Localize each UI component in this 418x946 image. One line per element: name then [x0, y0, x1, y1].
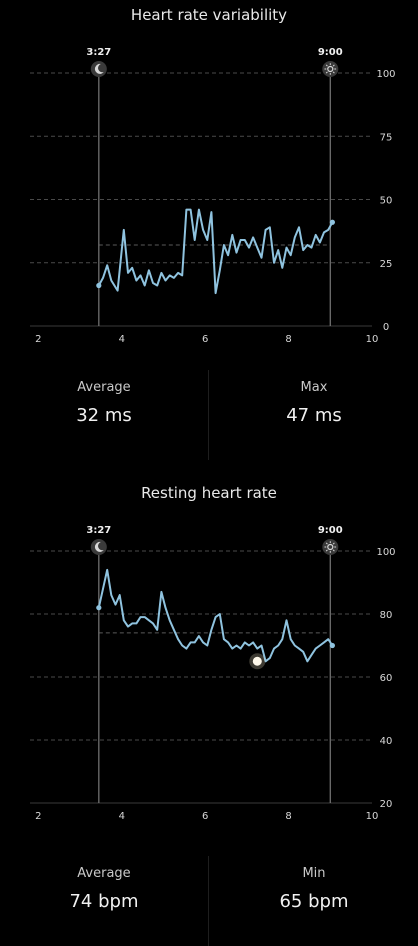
series-start-point	[96, 605, 102, 611]
hrv-chart[interactable]: 0 25 50 75 100 2 4 6 8 10 3:27 9:00	[0, 0, 418, 360]
y-tick-label: 100	[376, 547, 395, 558]
y-tick-label: 20	[380, 799, 393, 810]
y-tick-label: 75	[380, 132, 393, 143]
sleep-time-label: 3:27	[86, 525, 111, 536]
moon-icon	[90, 539, 107, 555]
sun-ray	[332, 549, 335, 552]
stat-value: 32 ms	[76, 405, 132, 426]
sun-ray	[325, 71, 328, 74]
stat-label: Average	[77, 380, 131, 395]
series-line	[97, 208, 334, 295]
stat-label: Max	[300, 380, 328, 395]
rhr-chart[interactable]: 20 40 60 80 100 2 4 6 8 10 3:27 9:00	[0, 470, 418, 830]
y-tick-label: 40	[380, 736, 393, 747]
y-tick-label: 80	[380, 610, 393, 621]
rhr-stat-min: Min 65 bpm	[210, 866, 418, 912]
hrv-section: Heart rate variability 0 25 50 75 100 2 4 6 8 10 3…	[0, 0, 418, 460]
x-tick-label: 4	[119, 811, 125, 822]
hrv-stat-max: Max 47 ms	[210, 380, 418, 426]
icon-bg	[90, 539, 107, 555]
stat-label: Min	[302, 866, 326, 881]
stat-value: 65 bpm	[279, 891, 349, 912]
stat-label: Average	[77, 866, 131, 881]
x-tick-label: 6	[202, 811, 208, 822]
y-tick-label: 25	[380, 259, 393, 270]
rhr-stats: Average 74 bpm Min 65 bpm	[0, 856, 418, 946]
series-line	[97, 568, 334, 663]
x-tick-label: 10	[366, 334, 379, 345]
x-tick-label: 10	[366, 811, 379, 822]
y-tick-label: 100	[376, 69, 395, 80]
x-tick-label: 2	[35, 811, 41, 822]
stat-value: 47 ms	[286, 405, 342, 426]
wake-time-label: 9:00	[318, 47, 343, 58]
rhr-stat-average: Average 74 bpm	[0, 866, 208, 912]
stats-divider	[208, 856, 209, 946]
y-tick-label: 50	[380, 196, 393, 207]
hrv-stats: Average 32 ms Max 47 ms	[0, 370, 418, 460]
series-end-point	[329, 219, 335, 225]
x-tick-label: 6	[202, 334, 208, 345]
x-tick-label: 8	[285, 811, 291, 822]
moon-shape	[94, 541, 104, 552]
y-tick-label: 60	[380, 673, 393, 684]
sun-icon	[322, 61, 339, 77]
hrv-stat-average: Average 32 ms	[0, 380, 208, 426]
y-tick-label: 0	[383, 322, 389, 333]
series-start-point	[96, 282, 102, 289]
sun-ray	[332, 71, 335, 74]
stats-divider	[208, 370, 209, 460]
moon-icon	[90, 61, 107, 77]
sun-ray	[325, 542, 328, 545]
sun-core	[327, 65, 334, 73]
sun-icon	[322, 539, 339, 555]
x-tick-label: 4	[119, 334, 125, 345]
hrv-title: Heart rate variability	[130, 6, 288, 24]
x-tick-label: 2	[35, 334, 41, 345]
moon-shape	[94, 63, 104, 74]
series-end-point	[329, 642, 335, 649]
x-tick-label: 8	[285, 334, 291, 345]
sleep-time-label: 3:27	[86, 47, 111, 58]
sun-ray	[325, 64, 328, 67]
wake-time-label: 9:00	[318, 525, 343, 536]
icon-bg	[90, 61, 107, 77]
sun-ray	[332, 64, 335, 67]
sun-ray	[332, 542, 335, 545]
min-point	[252, 656, 262, 666]
sun-ray	[325, 549, 328, 552]
rhr-section: Resting heart rate 20 40 60 80 100 2 4 6 8 10 3:27…	[0, 470, 418, 946]
stat-value: 74 bpm	[69, 891, 139, 912]
rhr-title: Resting heart rate	[141, 484, 277, 502]
sun-core	[327, 543, 334, 551]
